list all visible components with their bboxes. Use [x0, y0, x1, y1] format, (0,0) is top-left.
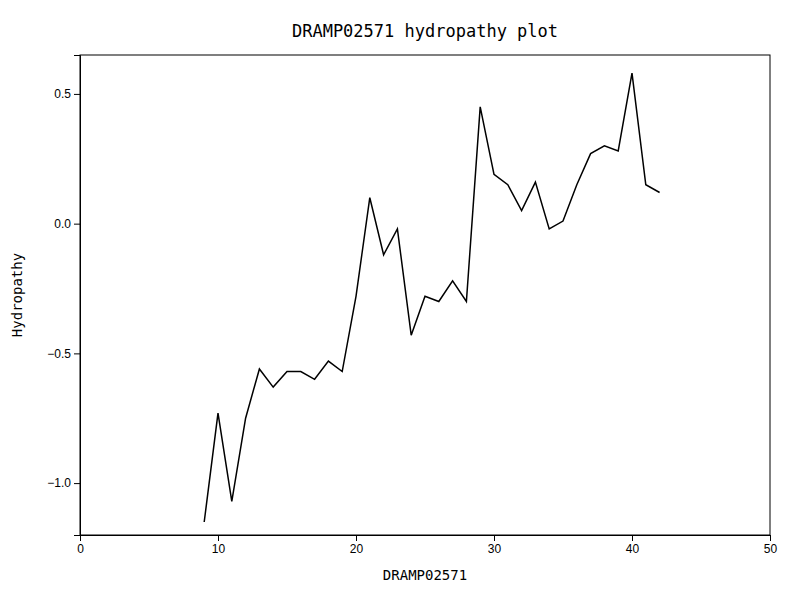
plot-frame [80, 55, 770, 535]
tick-label: 30 [488, 542, 502, 556]
tick-mark [356, 535, 357, 541]
tick-mark [770, 535, 771, 541]
tick: 50 [764, 535, 778, 556]
y-axis: −1.0 −0.5 0.0 0.5 [47, 56, 80, 536]
tick: 10 [212, 535, 226, 556]
x-axis-title: DRAMP02571 [383, 567, 467, 583]
tick: 0 [77, 535, 84, 556]
tick-label: 50 [764, 542, 778, 556]
tick: 40 [626, 535, 640, 556]
tick: 30 [488, 535, 502, 556]
chart: 0 10 20 30 40 50 −1.0 −0.5 0.0 0.5 DRAMP02571 hydr… [0, 0, 800, 600]
plot-area [204, 73, 659, 522]
title: DRAMP02571 hydropathy plot [292, 21, 558, 41]
axis-line [74, 56, 81, 536]
y-axis-title: Hydropathy [9, 253, 25, 337]
axis-line [81, 536, 771, 542]
tick-mark [74, 94, 80, 95]
tick-mark [494, 535, 495, 541]
tick-label: 0.5 [54, 87, 71, 101]
tick-mark [74, 224, 80, 225]
tick: 0.0 [54, 217, 80, 231]
tick: −1.0 [47, 476, 80, 490]
tick-label: 0.0 [54, 217, 71, 231]
tick-mark [632, 535, 633, 541]
tick: 0.5 [54, 87, 80, 101]
tick-mark [218, 535, 219, 541]
tick-mark [74, 483, 80, 484]
tick-label: 40 [626, 542, 640, 556]
tick-mark [74, 353, 80, 354]
data-line [204, 73, 659, 522]
x-axis: 0 10 20 30 40 50 [77, 535, 777, 556]
tick-label: 20 [350, 542, 364, 556]
tick: 20 [350, 535, 364, 556]
tick: −0.5 [47, 347, 80, 361]
tick-label: −0.5 [47, 347, 71, 361]
tick-label: −1.0 [47, 476, 71, 490]
tick-label: 10 [212, 542, 226, 556]
tick-label: 0 [77, 542, 84, 556]
